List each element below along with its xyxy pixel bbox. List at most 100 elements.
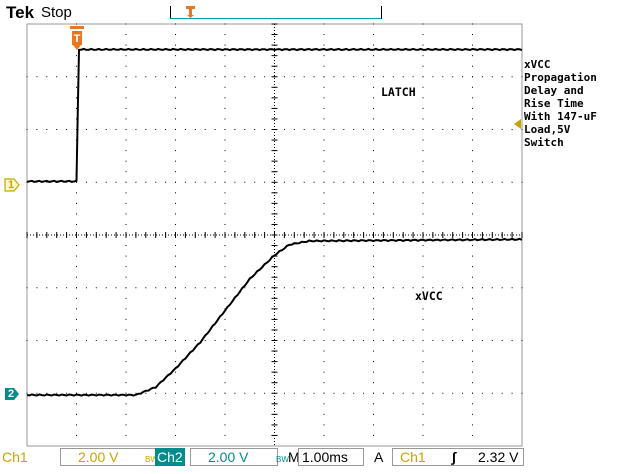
grid-dot — [56, 76, 58, 78]
grid-dot — [224, 350, 226, 352]
grid-dot — [165, 340, 167, 341]
grid-dot — [76, 413, 77, 415]
grid-dot — [422, 382, 424, 384]
grid-dot — [46, 181, 48, 183]
grid-dot — [175, 34, 176, 36]
record-trigger-marker-icon — [186, 6, 195, 18]
grid-dot — [452, 392, 454, 394]
grid-dot — [472, 413, 473, 415]
grid-dot — [224, 297, 226, 299]
grid-dot — [422, 160, 424, 162]
grid-dot — [175, 23, 176, 25]
grid-dot — [155, 129, 157, 130]
grid-dot — [382, 129, 384, 130]
grid-dot — [234, 181, 236, 183]
grid-dot — [46, 129, 48, 130]
grid-dot — [175, 65, 176, 67]
ch2-ground-marker[interactable]: 2 — [4, 387, 20, 401]
grid-dot — [333, 340, 335, 341]
grid-dot — [422, 340, 424, 341]
grid-dot — [175, 255, 176, 257]
grid-dot — [422, 65, 424, 67]
grid-dot — [175, 150, 176, 152]
grid-dot — [234, 76, 236, 78]
grid-dot — [76, 308, 77, 310]
grid-dot — [46, 287, 48, 289]
grid-dot — [184, 76, 186, 78]
grid-dot — [422, 76, 424, 78]
grid-dot — [422, 371, 424, 373]
trigger-box[interactable] — [392, 448, 524, 466]
grid-dot — [125, 318, 127, 320]
grid-dot — [175, 297, 176, 299]
grid-dot — [472, 329, 473, 331]
grid-dot — [373, 150, 374, 152]
grid-dot — [224, 434, 226, 436]
grid-dot — [214, 129, 216, 130]
grid-dot — [175, 361, 176, 363]
grid-dot — [373, 340, 374, 341]
grid-dot — [382, 181, 384, 183]
grid-dot — [224, 44, 226, 46]
grid-dot — [343, 287, 345, 289]
grid-dot — [353, 181, 355, 183]
grid-dot — [135, 392, 137, 394]
grid-dot — [382, 392, 384, 394]
grid-dot — [452, 129, 454, 130]
grid-dot — [472, 403, 473, 405]
trigger-level-marker-icon — [514, 119, 521, 129]
ch2-scale-box[interactable] — [190, 448, 278, 466]
grid-dot — [194, 340, 196, 341]
grid-dot — [303, 76, 305, 78]
grid-dot — [323, 297, 325, 299]
grid-dot — [422, 308, 424, 310]
grid-dot — [373, 23, 374, 25]
grid-dot — [521, 392, 523, 394]
grid-dot — [412, 287, 414, 289]
grid-dot — [125, 361, 127, 363]
grid-dot — [76, 297, 77, 299]
grid-dot — [343, 129, 345, 130]
grid-dot — [373, 361, 374, 363]
grid-dot — [323, 318, 325, 320]
grid-dot — [224, 361, 226, 363]
grid-dot — [521, 340, 523, 341]
grid-dot — [234, 392, 236, 394]
grid-dot — [224, 382, 226, 384]
grid-dot — [293, 340, 295, 341]
grid-dot — [442, 287, 444, 289]
grid-dot — [76, 424, 77, 426]
grid-dot — [175, 55, 176, 57]
grid-dot — [432, 76, 434, 78]
grid-dot — [511, 340, 513, 341]
grid-dot — [481, 76, 483, 78]
grid-dot — [323, 340, 325, 341]
grid-dot — [422, 276, 424, 278]
timebase-box[interactable] — [298, 448, 364, 466]
grid-dot — [462, 181, 464, 183]
grid-dot — [224, 202, 226, 204]
grid-dot — [95, 287, 97, 289]
grid-dot — [175, 192, 176, 194]
ch2-scale: 2.00 V — [208, 449, 249, 465]
grid-dot — [264, 76, 266, 78]
grid-dot — [244, 287, 246, 289]
grid-dot — [392, 287, 394, 289]
grid-dot — [422, 403, 424, 405]
grid-dot — [472, 86, 473, 88]
grid-dot — [36, 129, 38, 130]
grid-dot — [224, 65, 226, 67]
grid-dot — [472, 97, 473, 99]
grid-dot — [135, 181, 137, 183]
ch1-ground-marker[interactable]: 1 — [4, 178, 20, 192]
grid-dot — [125, 297, 127, 299]
grid-dot — [26, 76, 28, 78]
grid-dot — [76, 276, 77, 278]
grid-dot — [373, 276, 374, 278]
grid-dot — [194, 129, 196, 130]
grid-dot — [95, 392, 97, 394]
ch2-name[interactable]: Ch2 — [155, 448, 185, 466]
acquisition-state: Stop — [41, 4, 72, 21]
grid-dot — [224, 424, 226, 426]
grid-dot — [224, 171, 226, 173]
